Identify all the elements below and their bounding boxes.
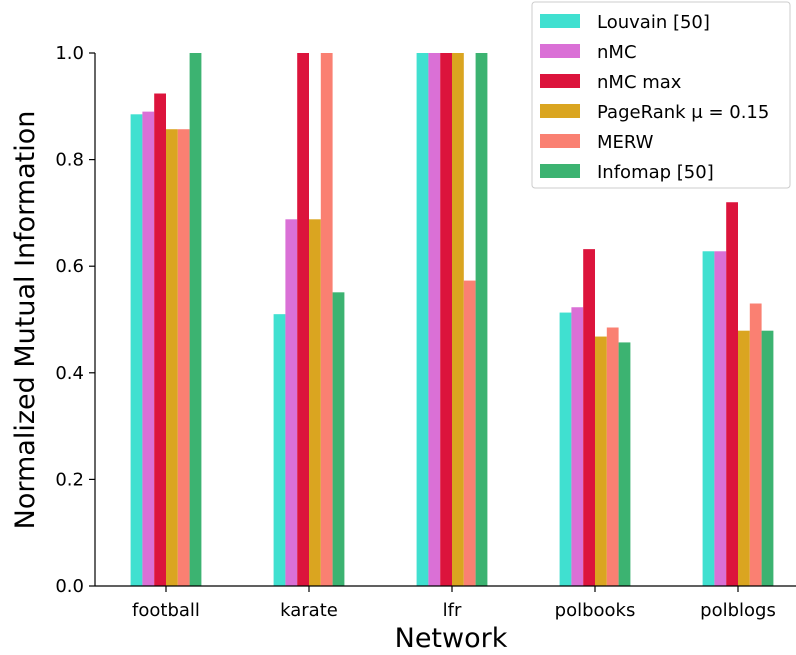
x-tick-label: polblogs (700, 600, 776, 621)
bar-football-series-0 (130, 114, 143, 587)
bar-lfr-series-1 (428, 53, 441, 586)
bar-polbooks-series-4 (606, 327, 619, 586)
bar-lfr-series-2 (440, 53, 452, 586)
bar-karate-series-0 (273, 314, 286, 586)
x-tick-label: karate (280, 600, 338, 621)
legend-label: MERW (597, 132, 654, 153)
legend-label: Infomap [50] (597, 162, 714, 183)
legend-swatch (540, 14, 580, 28)
bar-polblogs-series-2 (726, 202, 738, 587)
bar-karate-series-1 (285, 219, 298, 587)
bar-lfr-series-0 (416, 53, 429, 586)
x-tick-label: lfr (443, 600, 462, 621)
y-axis-label: Normalized Mutual Information (10, 111, 41, 530)
legend-items: Louvain [50] nMC nMC max PageRank μ = 0.15 M… (540, 12, 769, 183)
bar-karate-series-4 (320, 53, 333, 586)
y-tick-label: 1.0 (55, 43, 84, 64)
bar-football-series-5 (189, 53, 202, 586)
y-tick-label: 0.8 (55, 150, 84, 171)
bars-layer (130, 53, 774, 587)
legend: Louvain [50] nMC nMC max PageRank μ = 0.15 M… (531, 1, 791, 189)
x-tick-label: polbooks (555, 600, 636, 621)
y-tick-label: 0.0 (55, 576, 84, 597)
y-tick-label: 0.6 (55, 256, 84, 277)
bar-polbooks-series-0 (559, 312, 572, 586)
x-axis-label: Network (395, 623, 508, 651)
bar-football-series-3 (166, 129, 178, 586)
x-ticks: football karate lfr polbooks polblogs (132, 586, 776, 621)
legend-swatch (540, 74, 580, 88)
bar-karate-series-5 (332, 292, 345, 586)
legend-label: nMC (597, 42, 637, 63)
y-ticks: 0.0 0.2 0.4 0.6 0.8 1.0 (55, 43, 95, 597)
bar-polbooks-series-5 (618, 342, 631, 586)
x-tick-label: football (132, 600, 200, 621)
bar-polblogs-series-4 (749, 303, 762, 586)
legend-swatch (540, 134, 580, 148)
bar-lfr-series-5 (475, 53, 488, 586)
legend-label: PageRank μ = 0.15 (597, 102, 769, 123)
y-tick-label: 0.4 (55, 363, 84, 384)
bar-polbooks-series-2 (583, 249, 595, 586)
legend-swatch (540, 44, 580, 58)
legend-label: Louvain [50] (597, 12, 710, 33)
legend-frame (531, 1, 791, 189)
bar-polblogs-series-3 (738, 330, 750, 586)
bar-lfr-series-3 (452, 53, 464, 586)
legend-swatch (540, 104, 580, 118)
bar-polblogs-series-5 (761, 330, 774, 586)
bar-polblogs-series-0 (702, 251, 715, 586)
bar-football-series-1 (142, 111, 155, 586)
axes-layer (94, 53, 796, 587)
bar-football-series-2 (154, 93, 166, 586)
legend-label: nMC max (597, 72, 682, 93)
bar-lfr-series-4 (463, 280, 476, 586)
bar-karate-series-3 (309, 219, 321, 587)
bar-karate-series-2 (297, 53, 309, 586)
bar-polblogs-series-1 (714, 251, 727, 586)
bar-polbooks-series-3 (595, 336, 607, 586)
legend-swatch (540, 164, 580, 178)
y-tick-label: 0.2 (55, 469, 84, 490)
bar-polbooks-series-1 (571, 307, 584, 586)
bar-football-series-4 (177, 129, 190, 586)
